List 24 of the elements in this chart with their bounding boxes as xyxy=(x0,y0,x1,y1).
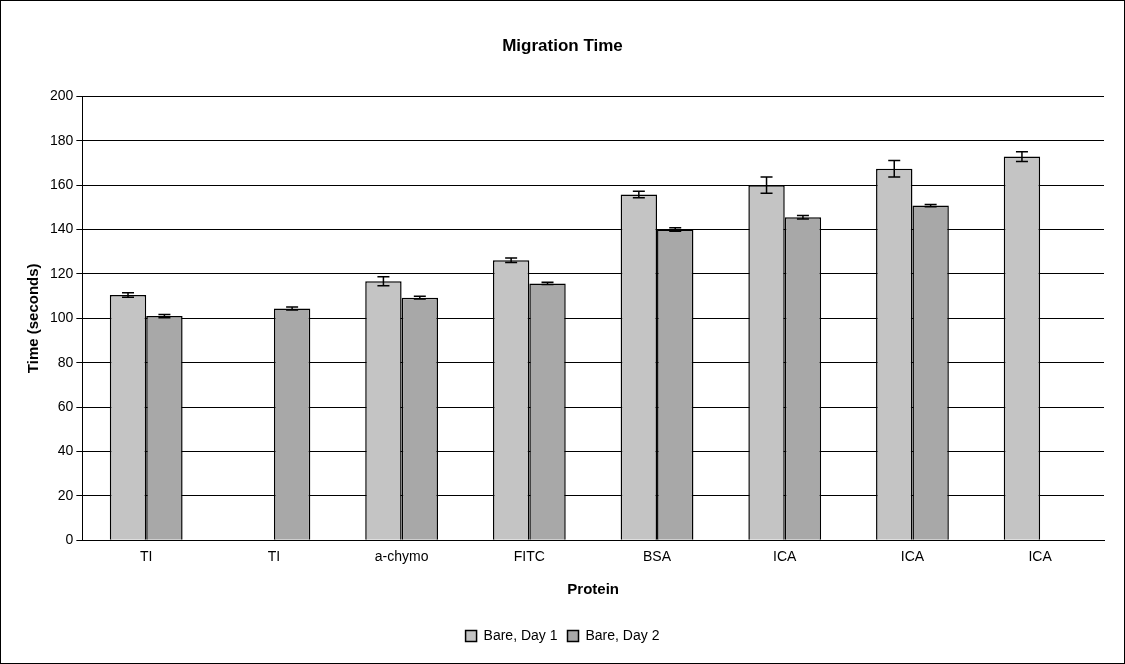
y-tick-label: 140 xyxy=(50,220,74,237)
x-tick-label: ICA xyxy=(900,548,925,565)
y-tick-label: 20 xyxy=(57,486,74,503)
y-tick-label: 160 xyxy=(50,176,74,193)
x-tick-label: BSA xyxy=(643,548,672,565)
y-tick-label: 100 xyxy=(50,309,74,326)
x-tick-label: TI xyxy=(139,548,153,565)
y-axis-title: Time (seconds) xyxy=(24,263,42,374)
legend-label: Bare, Day 1 xyxy=(483,626,558,643)
x-tick-label: ICA xyxy=(773,548,798,565)
y-tick-label: 40 xyxy=(57,442,74,459)
x-tick-label: a-chymo xyxy=(374,548,429,565)
chart-title: Migration Time xyxy=(502,35,623,55)
y-tick-label: 200 xyxy=(50,87,74,104)
legend-label: Bare, Day 2 xyxy=(585,626,660,643)
y-tick-label: 60 xyxy=(57,397,74,414)
y-tick-label: 120 xyxy=(50,264,74,281)
y-tick-label: 80 xyxy=(57,353,74,370)
y-tick-label: 180 xyxy=(50,131,74,148)
x-axis-title: Protein xyxy=(567,580,620,598)
x-tick-label: ICA xyxy=(1028,548,1053,565)
x-tick-label: FITC xyxy=(513,548,545,565)
x-tick-label: TI xyxy=(267,548,281,565)
y-tick-label: 0 xyxy=(65,531,74,548)
